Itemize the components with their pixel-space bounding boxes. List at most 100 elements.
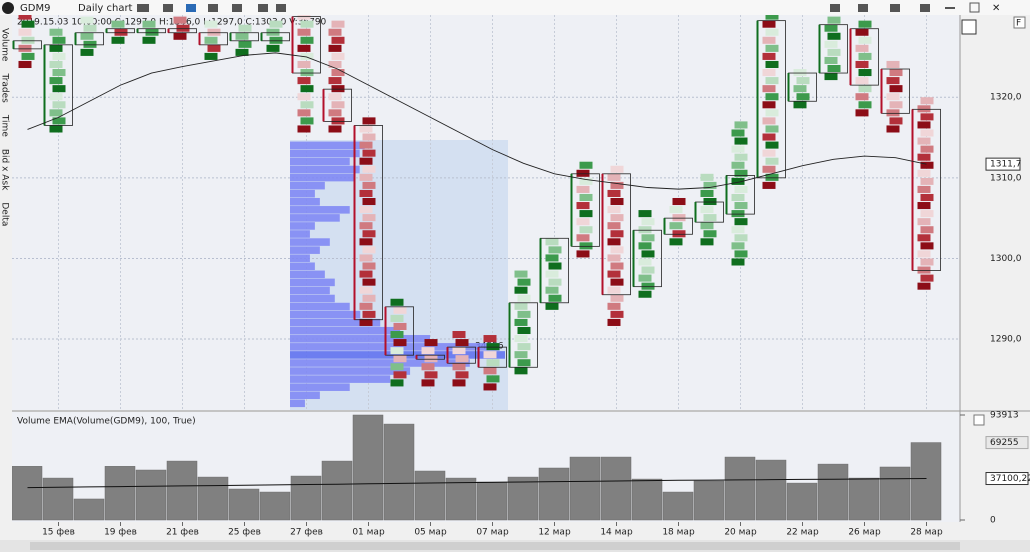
cluster-cell xyxy=(238,40,252,48)
icon[interactable] xyxy=(163,4,173,12)
cluster-cell xyxy=(359,222,373,230)
cluster-cell xyxy=(762,52,776,60)
cluster-cell xyxy=(269,20,283,28)
cluster-cell xyxy=(610,230,624,238)
marker-label: 69255 xyxy=(990,438,1019,448)
icon[interactable] xyxy=(258,4,268,12)
cluster-cell xyxy=(917,121,931,129)
cluster-cell xyxy=(576,218,590,226)
side-tab[interactable]: Delta xyxy=(0,202,10,226)
cluster-cell xyxy=(827,32,841,40)
symbol[interactable]: GDM9 xyxy=(20,3,50,14)
cluster-cell xyxy=(328,77,342,85)
volume-bar xyxy=(476,481,508,521)
cluster-cell xyxy=(579,193,593,202)
cluster-cell xyxy=(545,302,559,310)
cluster-cell xyxy=(390,298,404,306)
cluster-cell xyxy=(765,93,779,101)
icon[interactable] xyxy=(137,4,149,12)
cluster-cell xyxy=(731,258,745,266)
icon[interactable] xyxy=(208,4,218,12)
cluster-cell xyxy=(917,185,931,193)
minimize[interactable] xyxy=(945,7,955,9)
cluster-cell xyxy=(889,117,903,125)
cluster-cell xyxy=(204,36,218,44)
cluster-cell xyxy=(390,331,404,339)
x-tick-label: 12 мар xyxy=(538,528,571,538)
cluster-cell xyxy=(855,109,869,117)
cluster-cell xyxy=(548,246,562,254)
volume-bar xyxy=(879,466,911,521)
cluster-cell xyxy=(607,318,621,326)
cluster-cell xyxy=(734,137,748,145)
icon[interactable] xyxy=(276,4,286,12)
cluster-cell xyxy=(700,206,714,214)
cluster-cell xyxy=(576,250,590,258)
cluster-cell xyxy=(362,165,376,173)
cluster-cell xyxy=(517,326,531,335)
cluster-cell xyxy=(49,93,63,101)
y-tick-label: 93913 xyxy=(990,411,1019,421)
ema-line xyxy=(27,52,927,190)
cluster-cell xyxy=(297,125,311,133)
side-tab[interactable]: Trades xyxy=(0,72,10,103)
cluster-cell xyxy=(300,85,314,93)
cluster-cell xyxy=(700,238,714,246)
scroll-thumb[interactable] xyxy=(30,542,960,550)
side-tab[interactable]: Bid x Ask xyxy=(0,149,10,191)
cluster-cell xyxy=(300,69,314,77)
profile-bar xyxy=(290,206,350,214)
play-button[interactable] xyxy=(961,19,977,35)
close[interactable]: ✕ xyxy=(992,3,1000,14)
cluster-cell xyxy=(607,302,621,310)
cluster-cell xyxy=(514,318,528,326)
x-tick-label: 27 фев xyxy=(290,528,323,538)
cluster-cell xyxy=(920,145,934,153)
profile-bar xyxy=(290,383,350,391)
cluster-cell xyxy=(641,218,655,226)
f-label: F xyxy=(1016,19,1021,29)
cluster-cell xyxy=(731,210,745,218)
volume-bar xyxy=(352,414,384,521)
close-pane[interactable] xyxy=(973,414,985,426)
profile-bar xyxy=(290,254,310,262)
side-tab[interactable]: Volume xyxy=(0,28,10,62)
last-price-box xyxy=(985,157,1021,171)
cluster-cell xyxy=(359,189,373,197)
cluster-cell xyxy=(235,48,249,56)
cluster-cell xyxy=(328,60,342,69)
icon[interactable] xyxy=(186,4,196,12)
cluster-cell xyxy=(610,294,624,302)
side-tab[interactable]: Time xyxy=(0,114,10,137)
icon[interactable] xyxy=(858,4,868,12)
profile-bar xyxy=(290,318,381,327)
icon[interactable] xyxy=(890,4,900,12)
cluster-cell xyxy=(858,69,872,77)
cluster-cell xyxy=(827,16,841,24)
cluster-cell xyxy=(362,181,376,189)
icon[interactable] xyxy=(830,4,840,12)
cluster-cell xyxy=(390,363,404,371)
cluster-cell xyxy=(111,36,125,44)
icon[interactable] xyxy=(232,4,242,12)
cluster-cell xyxy=(49,77,63,85)
profile-bar xyxy=(290,165,360,174)
maximize[interactable] xyxy=(969,2,980,13)
cluster-cell xyxy=(269,36,283,44)
cluster-cell xyxy=(328,93,342,101)
chart-type[interactable]: Daily chart xyxy=(78,3,133,14)
logo[interactable] xyxy=(2,2,14,14)
cluster-cell xyxy=(204,52,218,60)
cluster-cell xyxy=(610,310,624,318)
profile-bar xyxy=(290,214,340,222)
cluster-cell xyxy=(362,214,376,222)
icon[interactable] xyxy=(920,4,930,12)
cluster-cell xyxy=(917,250,931,258)
volume-bar xyxy=(662,491,694,521)
cluster-cell xyxy=(765,77,779,85)
cluster-cell xyxy=(858,52,872,60)
f-button[interactable] xyxy=(1013,16,1026,29)
cluster-cell xyxy=(858,85,872,93)
cluster-cell xyxy=(610,165,624,173)
